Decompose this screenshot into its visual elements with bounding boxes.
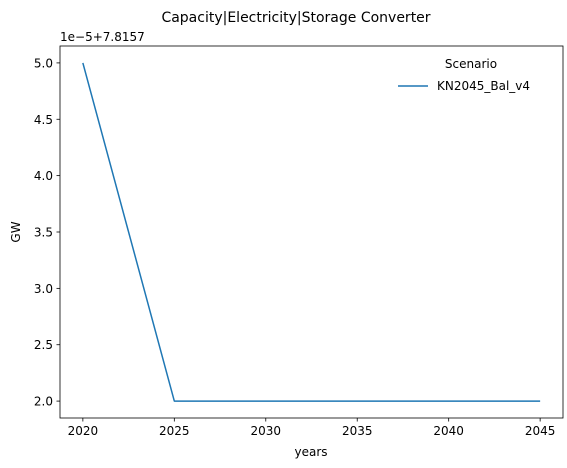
x-tick-label: 2030 [250, 424, 281, 438]
legend-title: Scenario [445, 57, 497, 71]
y-axis-label: GW [9, 221, 23, 242]
y-tick-label: 4.0 [34, 169, 53, 183]
chart-title: Capacity|Electricity|Storage Converter [161, 10, 430, 26]
x-tick-label: 2035 [342, 424, 373, 438]
y-tick-label: 3.0 [34, 282, 53, 296]
y-tick-label: 4.5 [34, 113, 53, 127]
legend-entry-label: KN2045_Bal_v4 [437, 79, 530, 93]
y-tick-label: 5.0 [34, 56, 53, 70]
series-line [82, 62, 541, 402]
legend: Scenario KN2045_Bal_v4 [398, 57, 530, 93]
y-tick-label: 2.5 [34, 338, 53, 352]
y-tick-label: 3.5 [34, 226, 53, 240]
x-axis-label: years [294, 445, 327, 459]
x-tick-label: 2025 [159, 424, 190, 438]
y-tick-label: 2.0 [34, 395, 53, 409]
x-tick-label: 2040 [433, 424, 464, 438]
plot-frame [59, 45, 564, 419]
y-axis-offset-label: 1e−5+7.8157 [60, 30, 145, 44]
x-tick-label: 2020 [68, 424, 99, 438]
x-axis-ticks: 2020 2025 2030 2035 2040 2045 [68, 418, 556, 438]
x-tick-label: 2045 [525, 424, 556, 438]
y-axis-ticks: 2.0 2.5 3.0 3.5 4.0 4.5 5.0 [34, 56, 60, 409]
series-layer [82, 62, 541, 402]
